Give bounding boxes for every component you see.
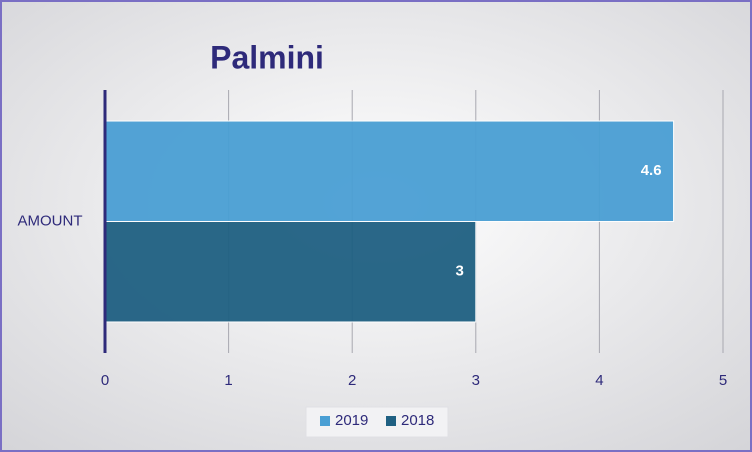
bar bbox=[104, 120, 675, 222]
y-tick-label: AMOUNT bbox=[18, 212, 83, 229]
legend-swatch bbox=[386, 416, 396, 426]
legend-label: 2018 bbox=[401, 412, 434, 429]
x-tick-label: 1 bbox=[224, 372, 232, 389]
bar bbox=[104, 221, 477, 323]
x-tick-label: 3 bbox=[472, 372, 480, 389]
x-tick-label: 0 bbox=[101, 372, 109, 389]
data-label: 4.6 bbox=[641, 162, 662, 179]
data-label: 3 bbox=[455, 263, 463, 280]
x-tick-label: 4 bbox=[595, 372, 603, 389]
x-tick-label: 2 bbox=[348, 372, 356, 389]
chart-title: Palmini bbox=[210, 39, 324, 75]
x-tick-label: 5 bbox=[719, 372, 727, 389]
legend-label: 2019 bbox=[335, 412, 368, 429]
legend-swatch bbox=[320, 416, 330, 426]
